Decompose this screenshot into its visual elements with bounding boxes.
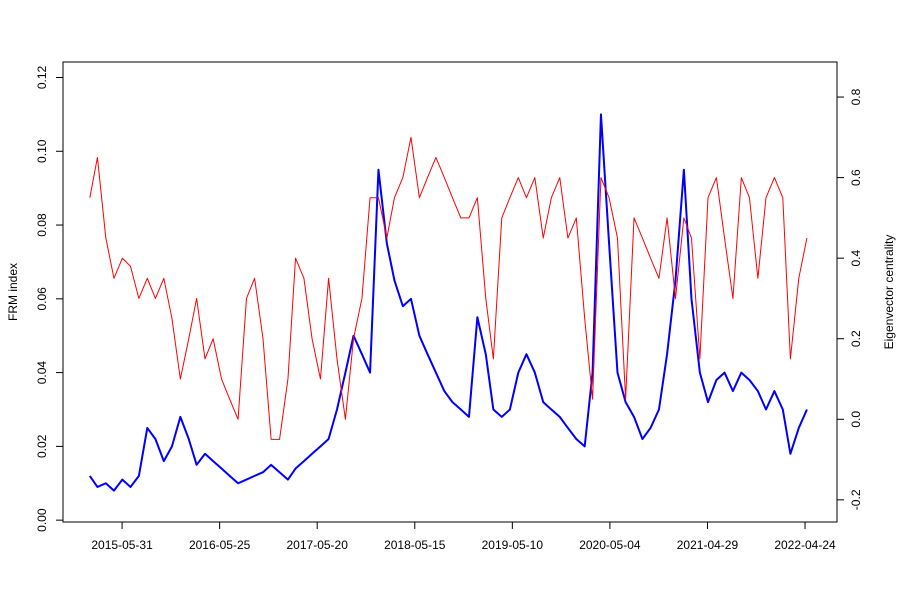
x-tick-label: 2019-05-10: [482, 538, 544, 552]
plot-box: [62, 61, 838, 523]
x-tick-label: 2021-04-29: [677, 538, 739, 552]
y-axis-title: FRM index: [6, 263, 20, 321]
x-tick-label: 2017-05-20: [287, 538, 349, 552]
y2-tick-label: 0.6: [849, 169, 863, 186]
y2-axis-title: Eigenvector centrality: [882, 235, 896, 350]
y-tick-label: 0.12: [35, 65, 49, 89]
series-line: [89, 113, 808, 492]
x-tick-label: 2016-05-25: [189, 538, 251, 552]
y2-tick-label: 0.8: [849, 88, 863, 105]
y-tick-label: 0.02: [35, 434, 49, 458]
y2-tick-label: 0.4: [849, 250, 863, 267]
y-tick-label: 0.06: [35, 287, 49, 311]
y2-tick-label: -0.2: [849, 489, 863, 510]
y-tick-label: 0.10: [35, 139, 49, 163]
y2-tick-label: 0.2: [849, 330, 863, 347]
y-tick-label: 0.08: [35, 213, 49, 237]
x-tick-label: 2018-05-15: [384, 538, 446, 552]
x-tick-label: 2020-05-04: [579, 538, 641, 552]
y-tick-label: 0.04: [35, 361, 49, 385]
x-tick-label: 2022-04-24: [774, 538, 836, 552]
y-tick-label: 0.00: [35, 508, 49, 532]
series-line: [89, 136, 808, 440]
x-tick-label: 2015-05-31: [91, 538, 153, 552]
y2-tick-label: 0.0: [849, 411, 863, 428]
